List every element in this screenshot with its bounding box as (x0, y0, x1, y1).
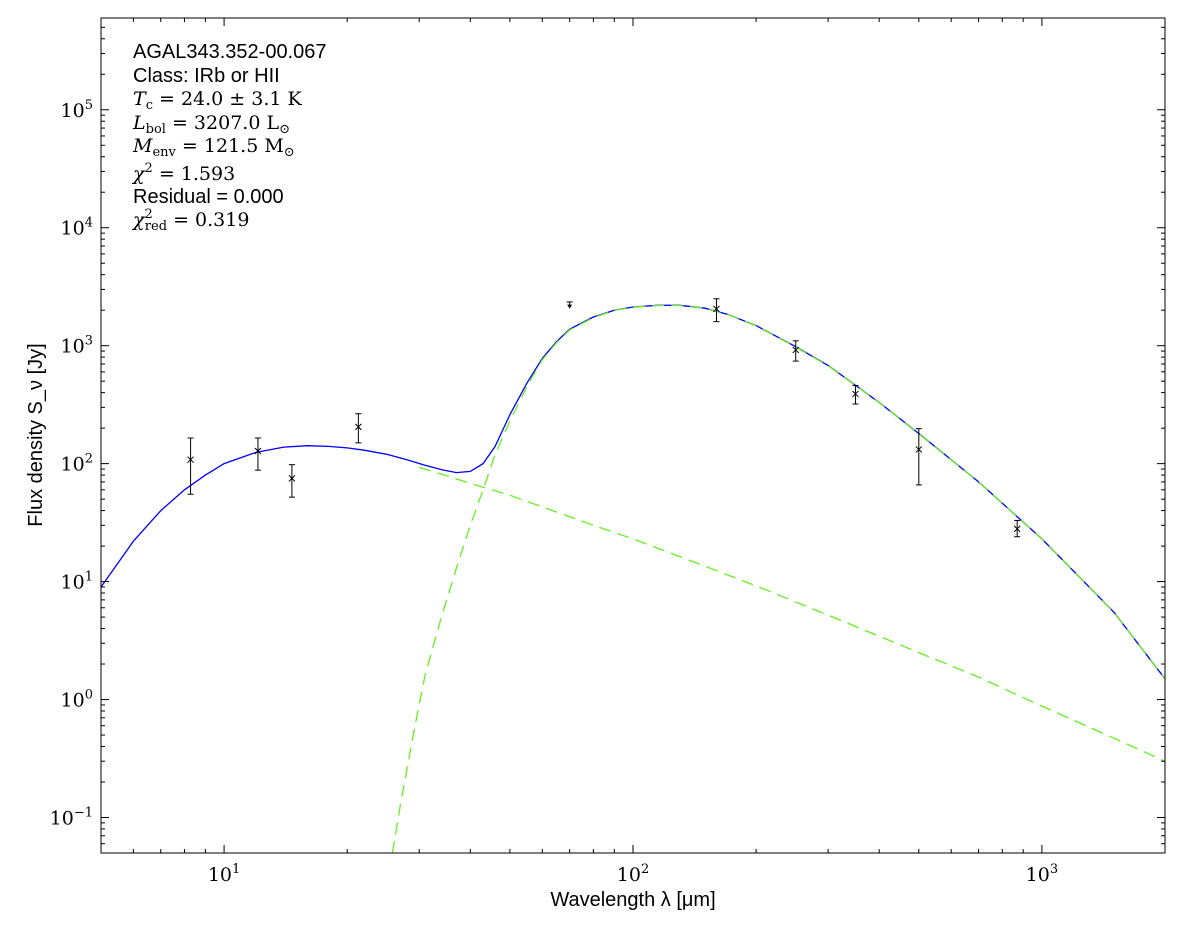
x-marker (852, 390, 859, 398)
x-marker (355, 423, 362, 431)
photometry-points (187, 298, 1021, 538)
x-tick-label: 101 (208, 862, 240, 886)
upper-limit-arrow (567, 304, 573, 309)
y-tick-label: 105 (61, 98, 93, 122)
data-point (1013, 519, 1021, 538)
y-tick-label: 101 (61, 570, 93, 594)
envelope-mass-annotation: Menv = 121.5 M⊙ (132, 135, 295, 160)
y-tick-label: 10−1 (50, 805, 93, 829)
source-class: Class: IRb or HII (133, 65, 280, 87)
series-total-fit (101, 304, 1165, 680)
residual-annotation: Residual = 0.000 (133, 186, 284, 208)
y-tick-label: 100 (61, 688, 93, 712)
data-point (187, 437, 194, 495)
x-marker (792, 346, 800, 354)
x-axis-label: Wavelength λ [μm] (550, 889, 715, 911)
series-warm-component (419, 466, 1165, 762)
x-marker (187, 456, 194, 464)
x-marker (288, 475, 296, 482)
y-axis-label: Flux density S_ν [Jy] (25, 343, 47, 526)
y-tick-label: 103 (61, 334, 93, 358)
x-marker (713, 305, 720, 313)
y-tick-labels: 10−1 100 101 102 103 104 105 (50, 98, 93, 830)
upper-limit-point (566, 301, 573, 309)
model-curves (101, 304, 1165, 853)
chi-squared-annotation: χ2 = 1.593 (131, 161, 235, 185)
x-tick-labels: 101 102 103 (208, 862, 1058, 886)
data-point (355, 413, 362, 444)
x-marker (1013, 525, 1021, 533)
data-point (288, 464, 296, 498)
data-point (915, 428, 923, 486)
annotation-block: AGAL343.352-00.067 Class: IRb or HII Tc … (131, 41, 327, 234)
data-point (254, 437, 262, 471)
x-tick-label: 103 (1026, 862, 1058, 886)
y-tick-label: 104 (61, 216, 93, 240)
x-tick-label: 102 (617, 862, 649, 886)
temperature-annotation: Tc = 24.0 ± 3.1 K (133, 88, 303, 113)
plot-background (101, 18, 1165, 853)
x-marker (254, 447, 262, 455)
x-marker (915, 446, 923, 453)
plot-frame (100, 17, 1166, 854)
reduced-chi-squared-annotation: χ2 red = 0.319 (131, 207, 249, 234)
source-name: AGAL343.352-00.067 (133, 41, 327, 63)
data-point (713, 298, 720, 323)
axis-ticks (100, 17, 1166, 854)
data-point (792, 340, 800, 362)
y-tick-label: 102 (61, 452, 93, 476)
series-cold-component (391, 304, 1165, 853)
data-point (852, 384, 859, 405)
luminosity-annotation: Lbol = 3207.0 L⊙ (132, 112, 290, 137)
